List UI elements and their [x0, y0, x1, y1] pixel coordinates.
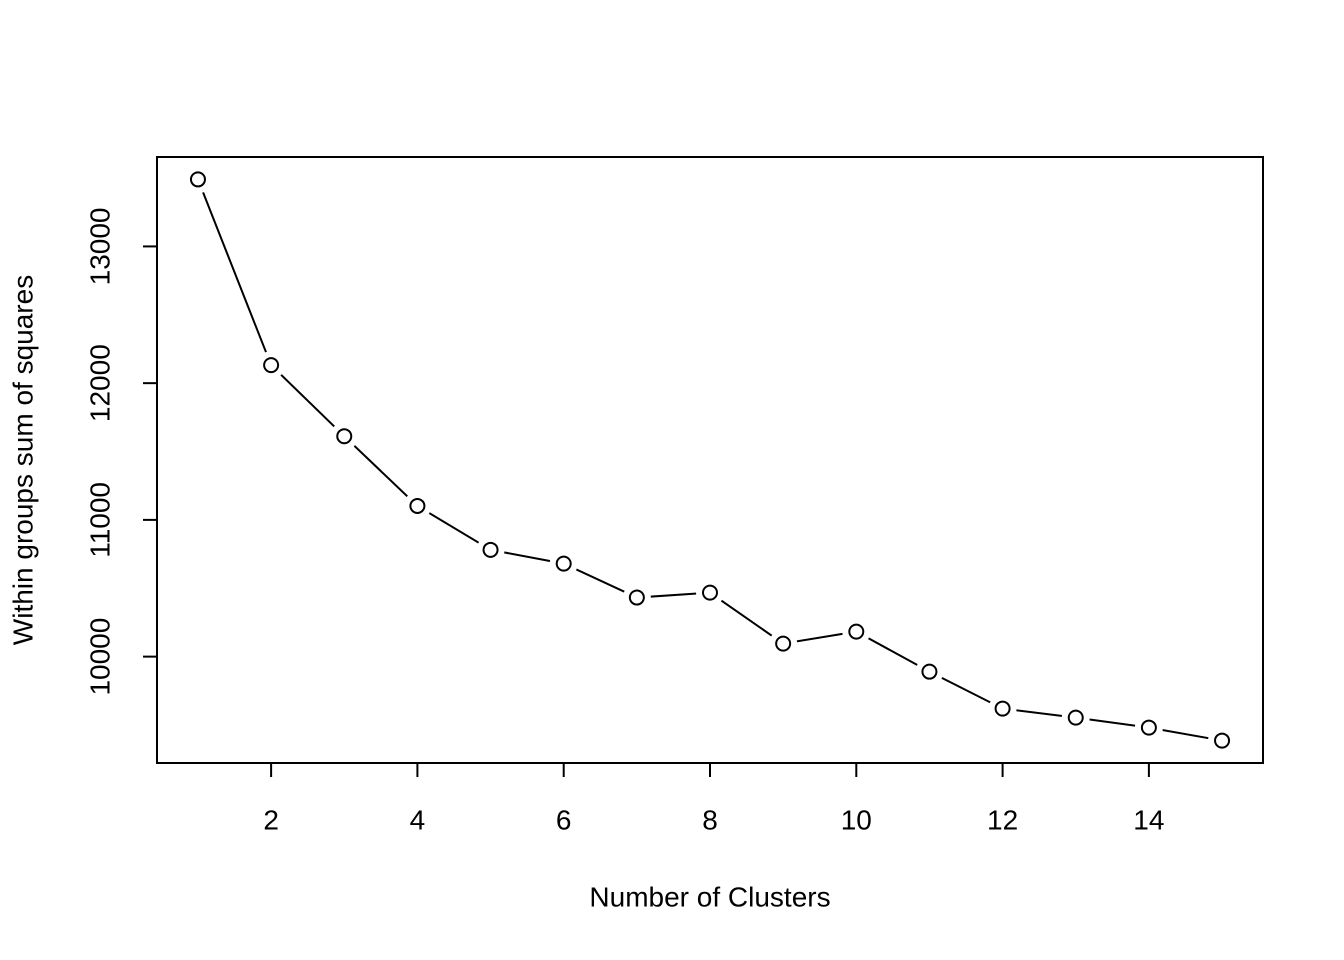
point: [482, 541, 499, 558]
y-tick-label: 12000: [84, 344, 115, 422]
data-line: [197, 179, 1223, 742]
point: [775, 635, 792, 652]
point: [702, 584, 718, 601]
x-tick-label: 4: [410, 804, 426, 835]
point: [263, 357, 280, 374]
point: [628, 589, 645, 606]
point: [1067, 709, 1084, 726]
x-tick-label: 10: [841, 804, 872, 835]
point: [921, 663, 938, 680]
x-axis-title: Number of Clusters: [589, 881, 830, 912]
point: [1214, 732, 1231, 749]
x-tick-label: 8: [702, 804, 718, 835]
x-tick-label: 14: [1133, 804, 1164, 835]
plot-box: [156, 156, 1264, 764]
point: [189, 171, 206, 188]
point: [555, 555, 572, 572]
point: [409, 497, 426, 514]
x-tick-label: 2: [263, 804, 279, 835]
y-tick-label: 13000: [84, 207, 115, 285]
point: [994, 700, 1011, 717]
y-tick-label: 10000: [84, 618, 115, 696]
point: [336, 428, 353, 445]
point: [1140, 719, 1157, 736]
y-axis-title: Within groups sum of squares: [7, 275, 38, 645]
point: [848, 623, 865, 640]
x-tick-label: 12: [987, 804, 1018, 835]
y-tick-label: 11000: [84, 482, 115, 558]
x-tick-label: 6: [556, 804, 572, 835]
